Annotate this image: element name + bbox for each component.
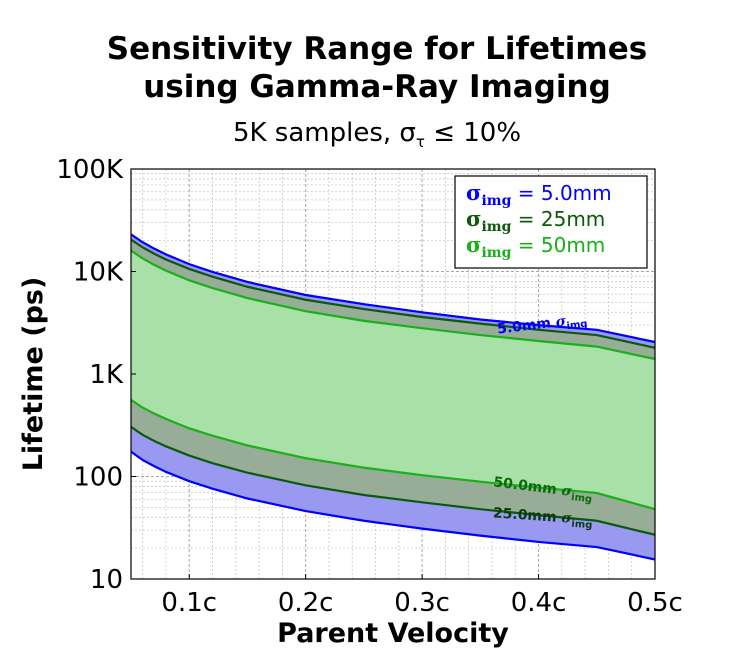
y-axis-label: Lifetime (ps) <box>18 277 49 472</box>
legend-subscript: img <box>481 219 511 235</box>
chart-subtitle: 5K samples, στ ≤ 10% <box>0 118 754 151</box>
chart-title-line-1: Sensitivity Range for Lifetimes <box>106 31 648 67</box>
series-1-upper-line <box>131 233 655 344</box>
x-tick-label: 0.3c <box>394 588 450 618</box>
series-3-upper-line <box>131 249 655 361</box>
annotation-prefix: 5.0mm <box>496 315 556 338</box>
annotation-sigma: σ <box>555 313 568 330</box>
y-tick-label: 100K <box>56 155 124 185</box>
annotation-sigma: σ <box>561 483 574 500</box>
annotation-subscript: img <box>570 492 592 505</box>
x-tick-label: 0.5c <box>627 588 683 618</box>
legend-entry-2: σimg = 25mm <box>466 206 605 235</box>
x-tick-label: 0.2c <box>278 588 334 618</box>
y-tick-label: 10 <box>90 565 123 595</box>
series-2-lower-line <box>131 425 655 536</box>
legend-sigma: σ <box>466 232 481 257</box>
subtitle-sigma: σ <box>399 118 416 148</box>
series-group <box>131 233 655 561</box>
legend-value: = 50mm <box>511 233 605 257</box>
band-annotation-1: 5.0mm σimg <box>496 311 588 341</box>
subtitle-suffix: ≤ 10% <box>424 118 522 148</box>
annotation-prefix: 25.0mm <box>492 505 562 526</box>
annotation-subscript: img <box>571 519 593 531</box>
x-tick-label: 0.1c <box>161 588 217 618</box>
band-3-fill <box>131 250 655 510</box>
x-axis-label: Parent Velocity <box>277 618 509 649</box>
y-tick-label: 100 <box>73 463 123 493</box>
band-annotation-3: 25.0mm σimg <box>492 505 593 531</box>
legend-subscript: img <box>481 245 511 261</box>
legend-sigma: σ <box>466 180 481 205</box>
x-tick-label: 0.4c <box>511 588 567 618</box>
subtitle-subscript: τ <box>415 133 425 152</box>
legend-value: = 5.0mm <box>511 181 611 205</box>
series-3-lower-line <box>131 398 655 511</box>
legend-sigma: σ <box>466 206 481 231</box>
series-1-lower-line <box>131 450 655 561</box>
legend-subscript: img <box>481 193 511 209</box>
annotation-sigma: σ <box>561 510 573 527</box>
series-2-upper-line <box>131 238 655 349</box>
legend-value: = 25mm <box>511 207 605 231</box>
annotation-subscript: img <box>566 319 588 332</box>
chart-title-line-2: using Gamma-Ray Imaging <box>143 69 611 105</box>
subtitle-prefix: 5K samples, <box>232 118 400 148</box>
y-tick-label: 10K <box>73 258 124 288</box>
legend-box <box>454 175 648 269</box>
legend-entry-1: σimg = 5.0mm <box>466 180 612 209</box>
legend-entry-3: σimg = 50mm <box>466 232 605 261</box>
y-tick-label: 1K <box>89 360 124 390</box>
